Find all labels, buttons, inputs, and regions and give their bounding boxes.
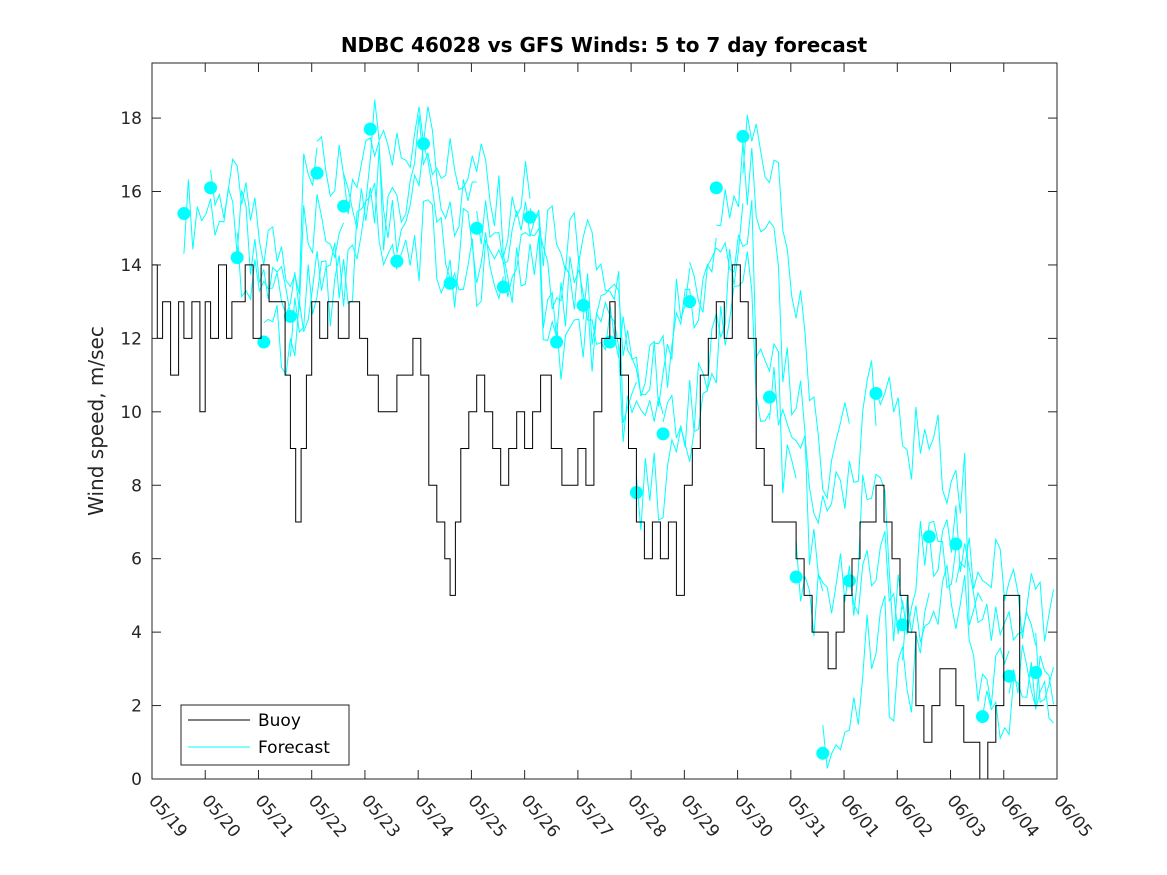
forecast-run-line xyxy=(875,376,983,626)
forecast-run-line xyxy=(982,662,1054,741)
x-tick-label: 05/27 xyxy=(570,791,617,841)
forecast-point xyxy=(257,335,271,349)
legend-forecast-label: Forecast xyxy=(258,738,330,758)
forecast-point xyxy=(949,537,963,551)
y-tick-label: 12 xyxy=(120,329,142,349)
forecast-run-line xyxy=(236,194,345,316)
chart-title: NDBC 46028 vs GFS Winds: 5 to 7 day fore… xyxy=(341,33,868,57)
plot-background xyxy=(152,63,1057,779)
forecast-run-line xyxy=(769,360,877,525)
y-tick-label: 16 xyxy=(120,183,142,203)
x-tick-label: 05/29 xyxy=(677,791,724,841)
forecast-point xyxy=(523,210,537,224)
x-tick-label: 05/23 xyxy=(357,791,404,841)
x-tick-label: 06/02 xyxy=(889,791,936,841)
forecast-run-line xyxy=(396,199,504,308)
forecast-run-line xyxy=(795,473,904,642)
forecast-run-line xyxy=(635,203,744,531)
y-axis: 0 2 4 6 8 10 12 14 16 18 xyxy=(120,109,1057,790)
forecast-point xyxy=(1029,666,1043,680)
x-tick-label: 05/21 xyxy=(251,791,298,841)
forecast-point xyxy=(337,199,351,213)
forecast-point xyxy=(763,390,777,404)
forecast-run-line xyxy=(928,505,1037,646)
y-tick-label: 18 xyxy=(120,109,142,129)
x-tick-label: 05/26 xyxy=(517,791,564,841)
forecast-run-line xyxy=(1035,632,1054,703)
y-tick-label: 8 xyxy=(131,476,142,496)
forecast-point xyxy=(230,251,244,265)
x-tick-label: 06/04 xyxy=(996,791,1043,841)
forecast-point xyxy=(470,221,484,235)
forecast-point xyxy=(975,710,989,724)
forecast-run-line xyxy=(955,537,1054,642)
forecast-run-line xyxy=(742,114,850,500)
x-tick-label: 05/24 xyxy=(410,791,457,841)
x-tick-label: 06/05 xyxy=(1049,791,1096,841)
forecast-point xyxy=(816,746,830,760)
x-tick-label: 05/28 xyxy=(623,791,670,841)
forecast-point xyxy=(842,574,856,588)
forecast-run-line xyxy=(689,200,797,494)
x-tick-label: 05/19 xyxy=(144,791,191,841)
forecast-run-line xyxy=(1008,644,1054,707)
forecast-run-line xyxy=(609,237,717,396)
x-tick-label: 05/22 xyxy=(304,791,351,841)
y-tick-label: 10 xyxy=(120,403,142,423)
forecast-point xyxy=(204,181,218,195)
forecast-run-line xyxy=(529,204,637,424)
forecast-point xyxy=(922,530,936,544)
legend-box xyxy=(180,704,350,766)
y-tick-label: 6 xyxy=(131,550,142,570)
forecast-run-line xyxy=(582,268,691,407)
forecast-run-line xyxy=(343,143,451,279)
forecast-point xyxy=(390,254,404,268)
legend: Buoy Forecast xyxy=(180,704,350,766)
forecast-point xyxy=(656,427,670,441)
forecast-point xyxy=(683,295,697,309)
forecast-point xyxy=(177,207,191,221)
forecast-point xyxy=(736,129,750,143)
forecast-run-line xyxy=(822,592,930,769)
x-tick-label: 05/31 xyxy=(783,791,830,841)
forecast-point xyxy=(363,122,377,136)
y-tick-label: 2 xyxy=(131,697,142,717)
y-tick-label: 14 xyxy=(120,256,142,276)
legend-buoy-label: Buoy xyxy=(258,711,301,731)
forecast-point xyxy=(283,309,297,323)
forecast-run-line xyxy=(662,251,770,448)
forecast-point xyxy=(417,137,430,151)
forecast-point xyxy=(576,298,590,312)
forecast-run-line xyxy=(316,115,424,251)
forecast-point xyxy=(709,181,723,195)
forecast-point xyxy=(310,166,324,180)
y-axis-label: Wind speed, m/sec xyxy=(84,326,108,516)
x-tick-label: 05/30 xyxy=(730,791,777,841)
forecast-point xyxy=(1002,669,1016,683)
plot-frame xyxy=(151,62,1058,780)
forecast-run-line xyxy=(902,564,1010,706)
y-tick-label: 4 xyxy=(131,623,142,643)
buoy-line xyxy=(152,264,1044,780)
forecast-point xyxy=(550,335,564,349)
forecast-point xyxy=(443,276,457,290)
forecast-run-line xyxy=(423,138,531,257)
forecast-run-line xyxy=(263,159,371,376)
x-tick-label: 06/01 xyxy=(836,791,883,841)
x-tick-label: 05/25 xyxy=(464,791,511,841)
x-tick-label: 05/20 xyxy=(197,791,244,841)
forecast-point xyxy=(496,280,510,294)
forecast-point xyxy=(896,618,910,632)
forecast-run-line xyxy=(848,520,957,635)
forecast-point xyxy=(789,570,803,584)
forecast-run-line xyxy=(716,142,824,592)
buoy-series xyxy=(152,264,1044,780)
forecast-point xyxy=(869,386,883,400)
x-tick-label: 06/03 xyxy=(943,791,990,841)
forecast-run-line xyxy=(289,182,398,357)
y-tick-label: 0 xyxy=(131,770,142,790)
